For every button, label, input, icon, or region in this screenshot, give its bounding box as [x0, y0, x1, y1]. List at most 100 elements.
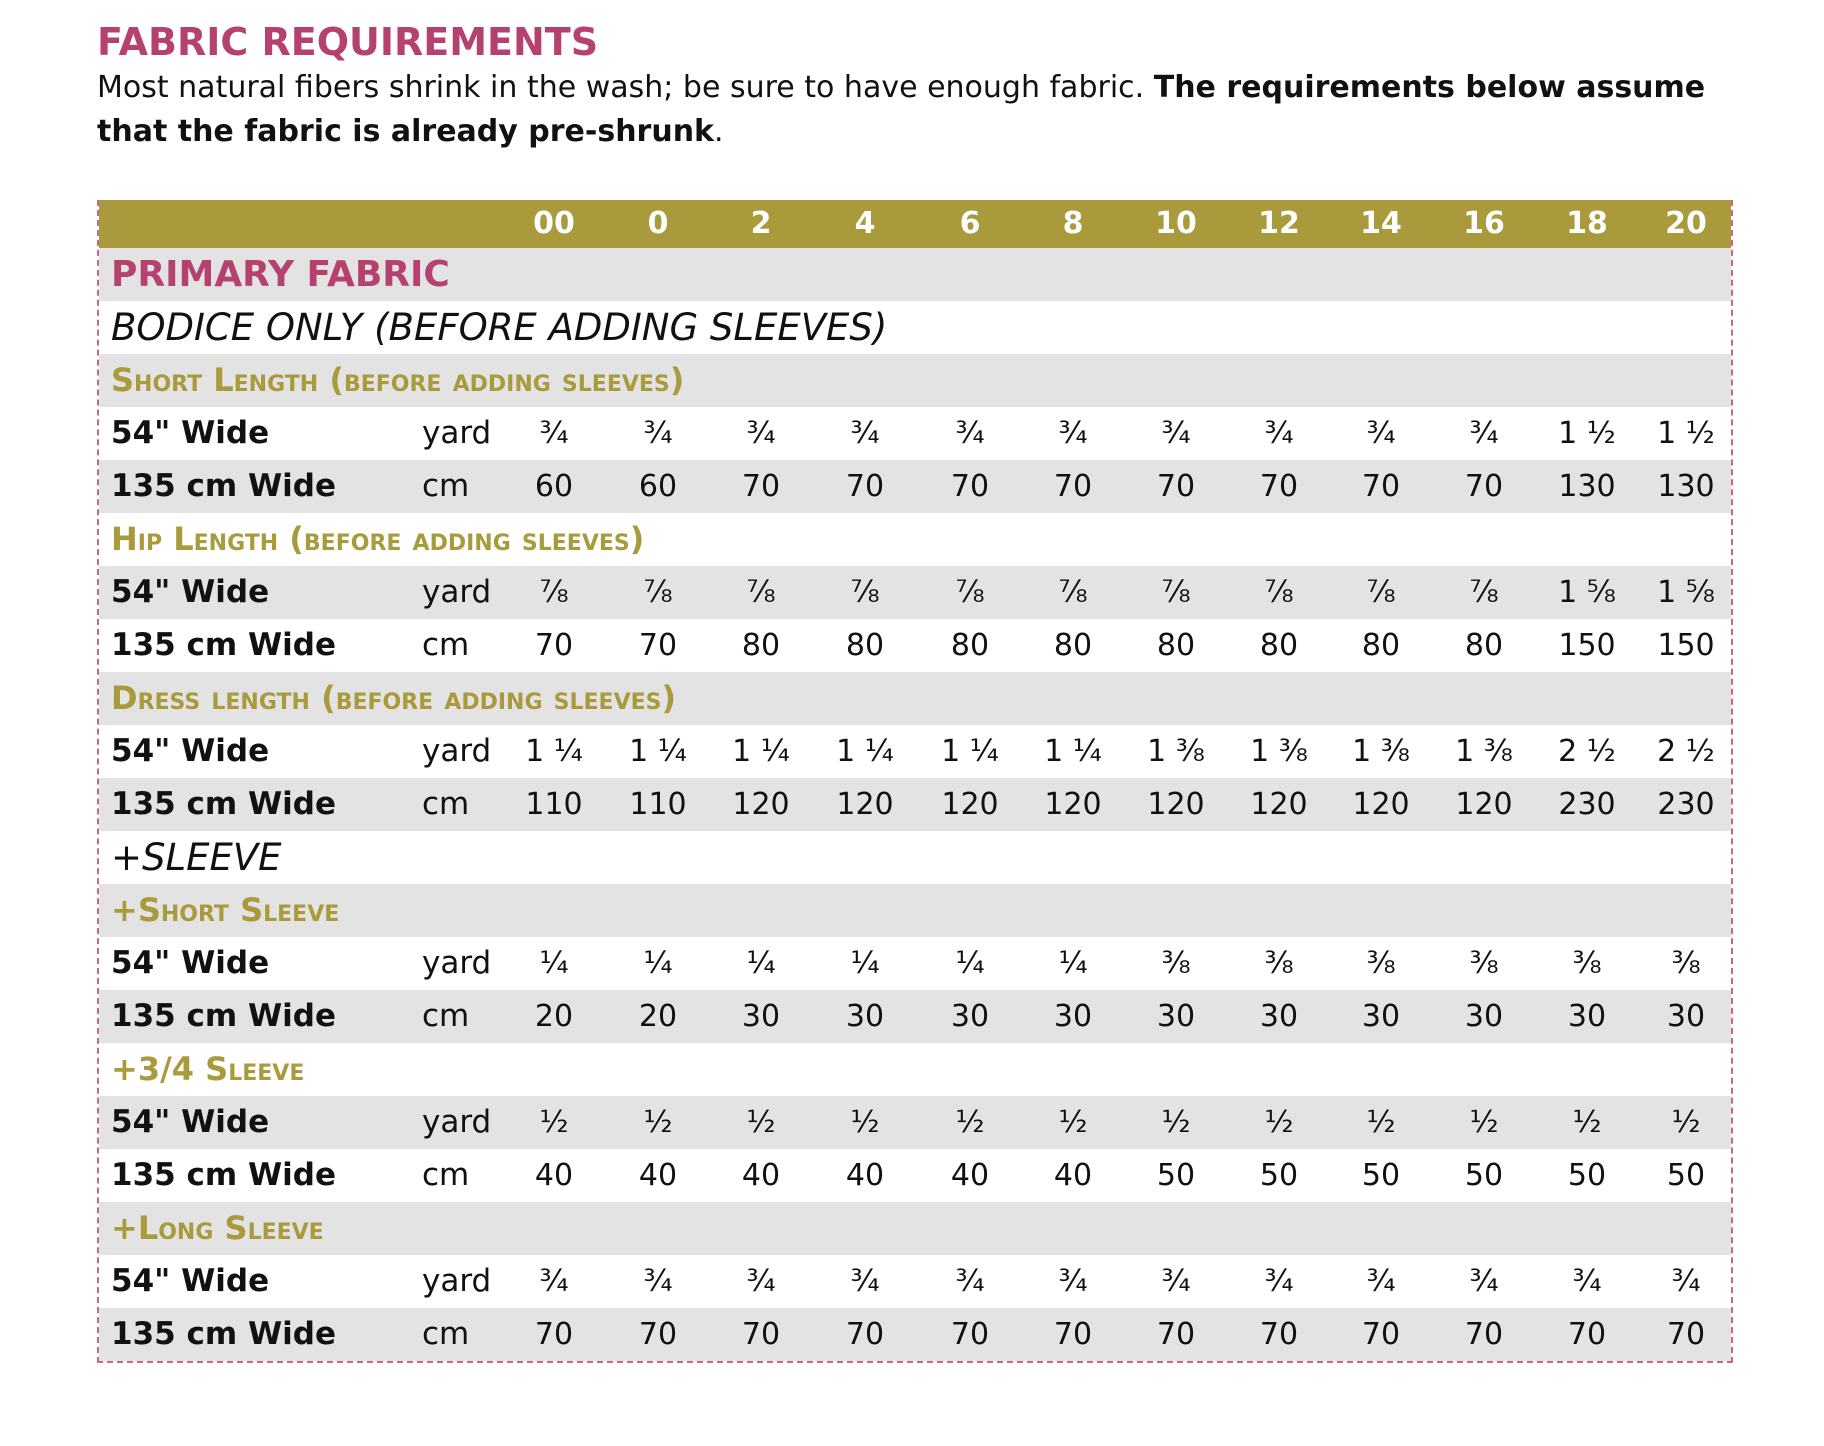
value: 70 [1053, 1317, 1093, 1352]
value: 230 [1657, 787, 1715, 822]
value: ⅞ [1264, 575, 1294, 610]
value: 70 [1361, 1317, 1401, 1352]
row-unit: yard [422, 1263, 492, 1299]
value: ½ [1264, 1105, 1294, 1140]
value: ½ [850, 1105, 880, 1140]
value: ¾ [643, 416, 673, 451]
row-unit: cm [422, 1157, 470, 1193]
title: FABRIC REQUIREMENTS [97, 20, 599, 64]
value: 40 [1053, 1158, 1093, 1193]
value: ¾ [1161, 416, 1191, 451]
table-row: +SLEEVE [99, 831, 1731, 884]
value: ⅜ [1366, 946, 1396, 981]
intro-end: . [714, 114, 724, 149]
row-unit: yard [422, 415, 492, 451]
value: 80 [950, 628, 990, 663]
value: 40 [741, 1158, 781, 1193]
value: 1 ⅜ [1147, 734, 1205, 769]
value: ¾ [539, 416, 569, 451]
intro: Most natural fibers shrink in the wash; … [97, 66, 1737, 154]
value: 1 ¼ [1044, 734, 1102, 769]
value: 80 [741, 628, 781, 663]
value: ¾ [746, 1264, 776, 1299]
value: ¼ [1058, 946, 1088, 981]
value: 150 [1558, 628, 1616, 663]
value: 50 [1666, 1158, 1706, 1193]
value: ½ [1161, 1105, 1191, 1140]
value: ¾ [1058, 416, 1088, 451]
size-header: 18 [1566, 206, 1608, 241]
table-row: 54" Wide yard 1 ¼ 1 ¼ 1 ¼ 1 ¼ 1 ¼ 1 ¼ 1 ⅜ 1 ⅜ 1 ⅜ 1… [99, 725, 1731, 778]
value: 110 [525, 787, 583, 822]
value: 30 [1361, 999, 1401, 1034]
value: 70 [741, 469, 781, 504]
value: 70 [1464, 469, 1504, 504]
value: 120 [1455, 787, 1513, 822]
size-header: 12 [1258, 206, 1300, 241]
value: 1 ½ [1657, 416, 1715, 451]
value: 1 ¼ [941, 734, 999, 769]
value: 120 [1044, 787, 1102, 822]
value: 230 [1558, 787, 1616, 822]
value: ½ [1366, 1105, 1396, 1140]
row-unit: cm [422, 998, 470, 1034]
value: 30 [1053, 999, 1093, 1034]
value: ¾ [955, 1264, 985, 1299]
value: 20 [534, 999, 574, 1034]
value: ⅞ [746, 575, 776, 610]
value: 70 [845, 1317, 885, 1352]
subgroup-title: +Long Sleeve [111, 1209, 324, 1247]
value: 70 [1156, 1317, 1196, 1352]
value: 120 [1352, 787, 1410, 822]
value: 50 [1259, 1158, 1299, 1193]
row-unit: yard [422, 1104, 492, 1140]
row-label: 54" Wide [111, 574, 270, 610]
table-row: +3/4 Sleeve [99, 1043, 1731, 1096]
size-header: 6 [959, 206, 981, 241]
value: ¾ [1366, 416, 1396, 451]
value: 70 [638, 1317, 678, 1352]
value: 1 ¼ [732, 734, 790, 769]
value: 80 [1259, 628, 1299, 663]
row-label: 54" Wide [111, 1104, 270, 1140]
value: 50 [1567, 1158, 1607, 1193]
value: 30 [845, 999, 885, 1034]
value: 1 ⅜ [1250, 734, 1308, 769]
value: ⅜ [1572, 946, 1602, 981]
value: ⅜ [1671, 946, 1701, 981]
value: ¼ [643, 946, 673, 981]
value: 70 [950, 1317, 990, 1352]
size-header: 8 [1062, 206, 1084, 241]
row-unit: cm [422, 468, 470, 504]
value: 1 ⅝ [1558, 575, 1616, 610]
value: 1 ½ [1558, 416, 1616, 451]
value: 40 [534, 1158, 574, 1193]
value: 30 [741, 999, 781, 1034]
value: ¾ [1671, 1264, 1701, 1299]
value: ¾ [1058, 1264, 1088, 1299]
value: 50 [1156, 1158, 1196, 1193]
row-label: 135 cm Wide [111, 1316, 337, 1352]
value: 70 [950, 469, 990, 504]
value: 1 ⅝ [1657, 575, 1715, 610]
value: ⅞ [539, 575, 569, 610]
value: 70 [1259, 1317, 1299, 1352]
value: 1 ¼ [525, 734, 583, 769]
value: ⅞ [1469, 575, 1499, 610]
value: 70 [1259, 469, 1299, 504]
size-header: 2 [750, 206, 772, 241]
group-title: +SLEEVE [111, 836, 282, 879]
table-row: 54" Wide yard ¾ ¾ ¾ ¾ ¾ ¾ ¾ ¾ ¾ ¾ ¾ ¾ [99, 1255, 1731, 1308]
value: ¾ [1366, 1264, 1396, 1299]
subgroup-title: Short Length (before adding sleeves) [111, 361, 685, 399]
value: ¾ [643, 1264, 673, 1299]
table-row: 54" Wide yard ½ ½ ½ ½ ½ ½ ½ ½ ½ ½ ½ ½ [99, 1096, 1731, 1149]
subgroup-title: +Short Sleeve [111, 891, 340, 929]
value: 30 [950, 999, 990, 1034]
size-header: 16 [1463, 206, 1505, 241]
value: 80 [1464, 628, 1504, 663]
size-header: 0 [647, 206, 669, 241]
row-label: 135 cm Wide [111, 1157, 337, 1193]
value: 120 [1250, 787, 1308, 822]
table-row: Hip Length (before adding sleeves) [99, 513, 1731, 566]
